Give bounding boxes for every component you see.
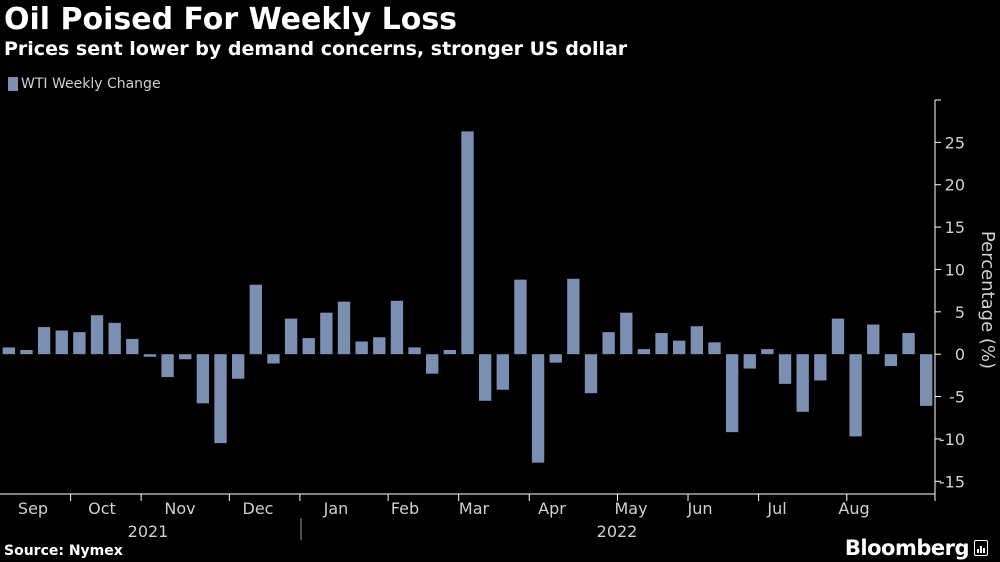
y-tick-label: 5 <box>955 303 965 322</box>
bar <box>161 354 174 378</box>
y-tick-label: 15 <box>945 218 965 237</box>
legend-label: WTI Weekly Change <box>21 76 161 92</box>
bar <box>179 354 192 360</box>
x-tick-label: Sep <box>18 499 48 518</box>
x-year-label: 2022 <box>597 522 638 541</box>
bar <box>761 349 774 355</box>
bar <box>214 354 227 444</box>
x-tick-label: Jan <box>323 499 349 518</box>
x-tick-label: May <box>614 499 647 518</box>
x-tick-label: Mar <box>459 499 490 518</box>
x-tick-label: Apr <box>538 499 566 518</box>
bar <box>73 332 86 355</box>
bar <box>708 342 721 355</box>
bar <box>267 354 280 364</box>
bar <box>778 354 792 384</box>
bar <box>620 312 633 355</box>
bar <box>108 322 121 355</box>
y-tick-label: 25 <box>945 133 965 152</box>
bar <box>90 315 104 355</box>
bar <box>743 354 756 369</box>
x-tick-label: Feb <box>391 499 419 518</box>
bar <box>584 354 598 394</box>
x-tick-label: Oct <box>88 499 116 518</box>
y-tick-label: -15 <box>939 472 965 491</box>
bar <box>478 354 492 401</box>
x-tick-label: Jun <box>687 499 713 518</box>
bar <box>725 354 739 433</box>
bar <box>514 279 527 355</box>
bar <box>55 330 68 355</box>
chart-subtitle: Prices sent lower by demand concerns, st… <box>4 38 628 60</box>
bar <box>2 347 16 355</box>
bar <box>602 332 615 355</box>
bar <box>531 354 545 463</box>
x-tick-label: Dec <box>243 499 274 518</box>
bar <box>302 338 315 355</box>
bar <box>143 354 157 357</box>
chart-title: Oil Poised For Weekly Loss <box>4 2 458 37</box>
bar <box>849 354 862 437</box>
bar <box>655 333 668 355</box>
bar <box>443 349 457 355</box>
bar <box>284 318 298 355</box>
bar <box>37 327 51 355</box>
y-tick-label: -10 <box>939 430 965 449</box>
x-tick-label: Nov <box>164 499 195 518</box>
bar <box>814 354 827 381</box>
legend-swatch <box>8 77 18 91</box>
y-tick-label: -5 <box>949 388 965 407</box>
bar <box>337 301 351 355</box>
bar <box>126 338 139 355</box>
bar <box>249 284 262 355</box>
brand-name: Bloomberg <box>844 536 970 560</box>
bar <box>461 131 474 355</box>
bar <box>867 324 880 355</box>
bar <box>549 354 562 363</box>
x-year-label: 2021 <box>128 522 169 541</box>
bar <box>408 347 421 355</box>
bar <box>373 337 386 355</box>
bar <box>496 354 509 390</box>
bar <box>567 278 580 355</box>
x-tick-label: Aug <box>838 499 869 518</box>
bar <box>796 354 809 412</box>
bar <box>20 349 33 355</box>
bar <box>902 333 915 355</box>
bar <box>690 326 704 355</box>
y-tick-label: 20 <box>945 176 965 195</box>
source-note: Source: Nymex <box>4 543 123 559</box>
x-tick-label: Jul <box>766 499 786 518</box>
bar <box>355 341 368 355</box>
bar <box>920 354 933 406</box>
bar <box>320 312 333 355</box>
y-axis-title: Percentage (%) <box>977 231 998 369</box>
bar <box>196 354 210 404</box>
y-tick-label: 10 <box>945 260 965 279</box>
bar <box>426 354 439 374</box>
legend: WTI Weekly Change <box>8 76 161 92</box>
brand-logo: Bloomberg <box>845 536 988 560</box>
bar <box>637 349 651 355</box>
y-tick-label: 0 <box>955 345 965 364</box>
bloomberg-terminal-icon <box>974 540 988 556</box>
bar <box>831 318 845 355</box>
bar <box>390 300 404 355</box>
bar <box>673 340 686 355</box>
bar <box>884 354 898 367</box>
bar <box>231 354 245 379</box>
